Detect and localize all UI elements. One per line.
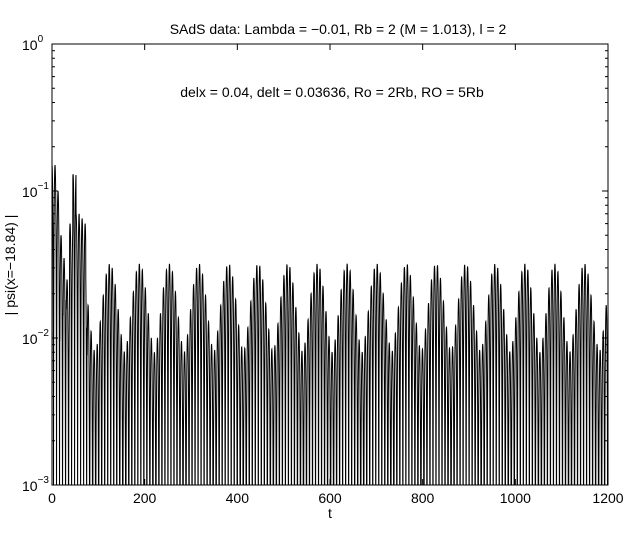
y-axis: 10−3 10−2 10−1 100: [22, 34, 608, 494]
x-tick-label: 200: [133, 490, 157, 506]
plot-area: [52, 165, 608, 485]
chart-annotation: delx = 0.04, delt = 0.03636, Ro = 2Rb, R…: [180, 84, 484, 100]
x-axis-label: t: [328, 505, 332, 521]
x-axis: 0 200 400 600 800 1000 1200: [48, 44, 624, 506]
y-tick-label: 10−3: [22, 475, 49, 494]
chart-title: SAdS data: Lambda = −0.01, Rb = 2 (M = 1…: [170, 21, 507, 37]
x-tick-label: 1200: [592, 490, 623, 506]
series-line-psi: [52, 165, 608, 485]
y-axis-label: | psi(x=−18.84) |: [2, 215, 18, 316]
y-tick-label: 10−2: [22, 328, 49, 347]
x-tick-label: 400: [226, 490, 250, 506]
x-tick-label: 0: [48, 490, 56, 506]
x-tick-label: 1000: [500, 490, 531, 506]
y-tick-label: 10−1: [22, 181, 49, 200]
x-tick-label: 800: [411, 490, 435, 506]
x-tick-label: 600: [318, 490, 342, 506]
y-tick-label: 100: [22, 34, 44, 53]
